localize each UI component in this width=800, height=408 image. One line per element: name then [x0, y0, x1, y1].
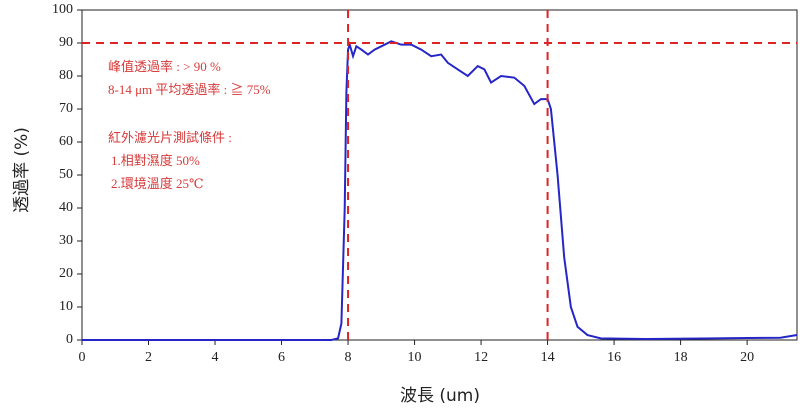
y-axis-label: 透過率 (%) — [12, 127, 32, 213]
annotation: 2.環境溫度 25℃ — [111, 176, 204, 191]
x-tick-label: 16 — [607, 350, 621, 365]
y-tick-label: 60 — [59, 134, 73, 149]
y-tick-label: 70 — [59, 101, 73, 116]
annotation: 1.相對濕度 50% — [111, 153, 200, 168]
x-tick-label: 12 — [474, 350, 488, 365]
y-tick-label: 0 — [66, 332, 73, 347]
y-tick-label: 40 — [59, 200, 73, 215]
y-tick-label: 10 — [59, 299, 73, 314]
x-tick-label: 18 — [674, 350, 688, 365]
y-tick-label: 80 — [59, 68, 73, 83]
data-line — [82, 40, 798, 341]
x-tick-label: 4 — [212, 350, 219, 365]
x-tick-label: 6 — [278, 350, 285, 365]
y-tick-label: 30 — [59, 233, 73, 248]
x-tick-label: 10 — [408, 350, 422, 365]
x-tick-label: 2 — [145, 350, 152, 365]
x-tick-label: 8 — [345, 350, 352, 365]
x-axis-label: 波長 (um) — [400, 386, 480, 406]
x-tick-label: 20 — [740, 350, 754, 365]
annotation: 紅外濾光片測試條件 : — [108, 130, 232, 145]
annotation: 峰值透過率 : > 90 % — [108, 59, 221, 74]
y-tick-label: 90 — [59, 35, 73, 50]
x-tick-label: 14 — [541, 350, 555, 365]
x-tick-label: 0 — [79, 350, 86, 365]
annotation: 8-14 μm 平均透過率 : ≧ 75% — [108, 82, 271, 97]
y-tick-label: 20 — [59, 266, 73, 281]
y-tick-label: 100 — [52, 2, 73, 17]
y-tick-label: 50 — [59, 167, 73, 182]
